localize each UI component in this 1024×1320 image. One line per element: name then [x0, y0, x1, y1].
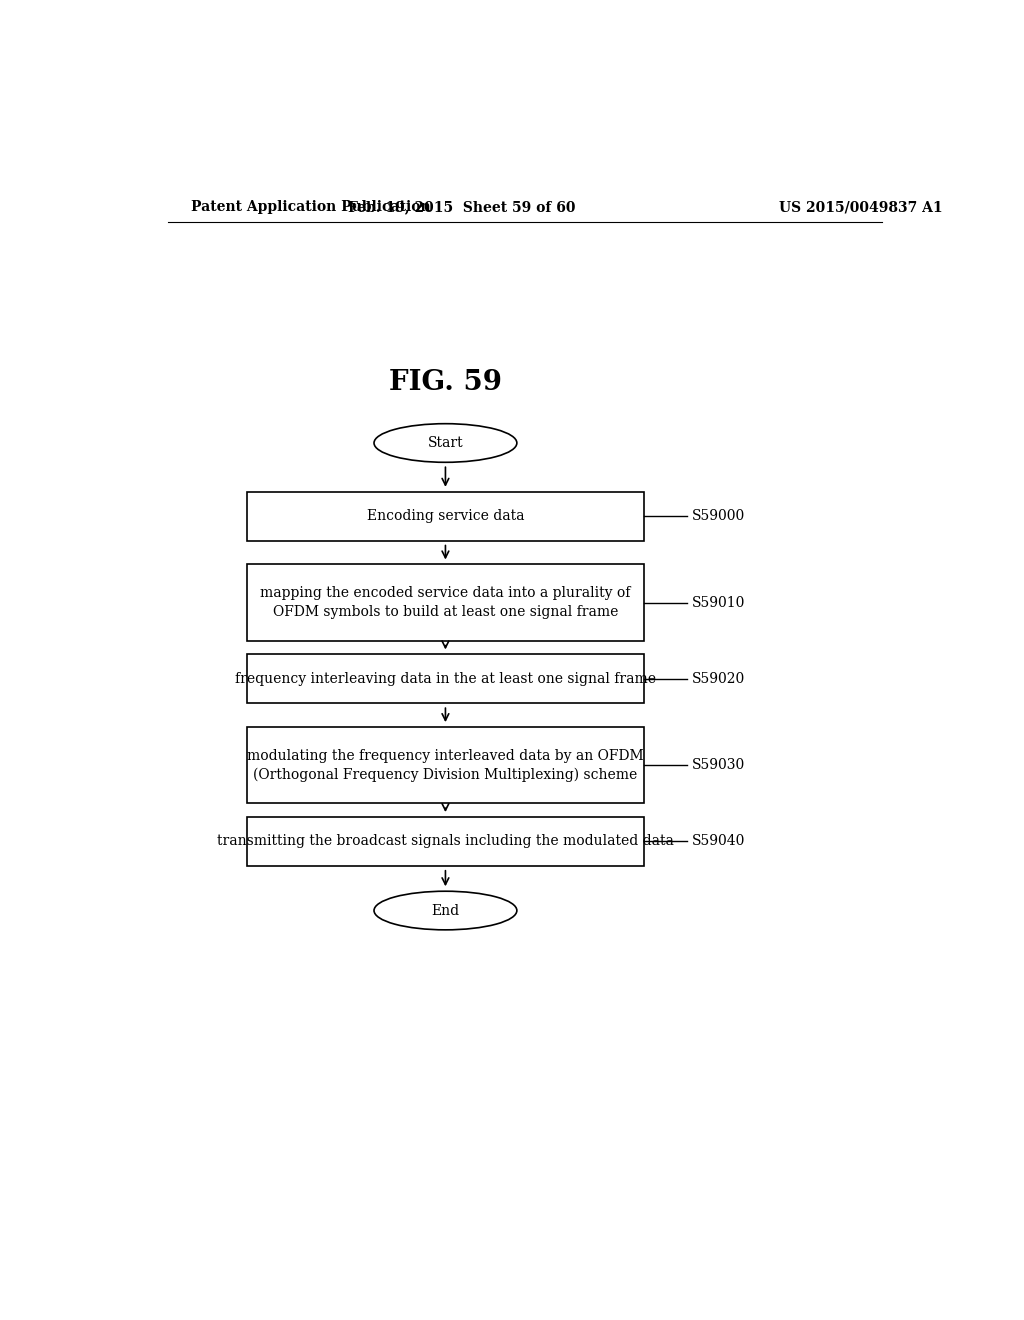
Text: mapping the encoded service data into a plurality of
OFDM symbols to build at le: mapping the encoded service data into a … — [260, 586, 631, 619]
Text: End: End — [431, 903, 460, 917]
Text: S59000: S59000 — [691, 510, 744, 523]
FancyBboxPatch shape — [247, 655, 644, 704]
Ellipse shape — [374, 891, 517, 929]
Text: S59030: S59030 — [691, 758, 744, 772]
Text: S59020: S59020 — [691, 672, 744, 686]
Text: S59010: S59010 — [691, 595, 744, 610]
Text: transmitting the broadcast signals including the modulated data: transmitting the broadcast signals inclu… — [217, 834, 674, 849]
FancyBboxPatch shape — [247, 565, 644, 640]
Text: Start: Start — [428, 436, 463, 450]
Text: S59040: S59040 — [691, 834, 744, 849]
Text: frequency interleaving data in the at least one signal frame: frequency interleaving data in the at le… — [234, 672, 656, 686]
FancyBboxPatch shape — [247, 492, 644, 541]
Text: Feb. 19, 2015  Sheet 59 of 60: Feb. 19, 2015 Sheet 59 of 60 — [347, 201, 575, 214]
Text: modulating the frequency interleaved data by an OFDM
(Orthogonal Frequency Divis: modulating the frequency interleaved dat… — [247, 748, 644, 781]
Text: Patent Application Publication: Patent Application Publication — [191, 201, 431, 214]
Text: FIG. 59: FIG. 59 — [389, 368, 502, 396]
Text: US 2015/0049837 A1: US 2015/0049837 A1 — [778, 201, 942, 214]
FancyBboxPatch shape — [247, 727, 644, 804]
FancyBboxPatch shape — [247, 817, 644, 866]
Ellipse shape — [374, 424, 517, 462]
Text: Encoding service data: Encoding service data — [367, 510, 524, 523]
